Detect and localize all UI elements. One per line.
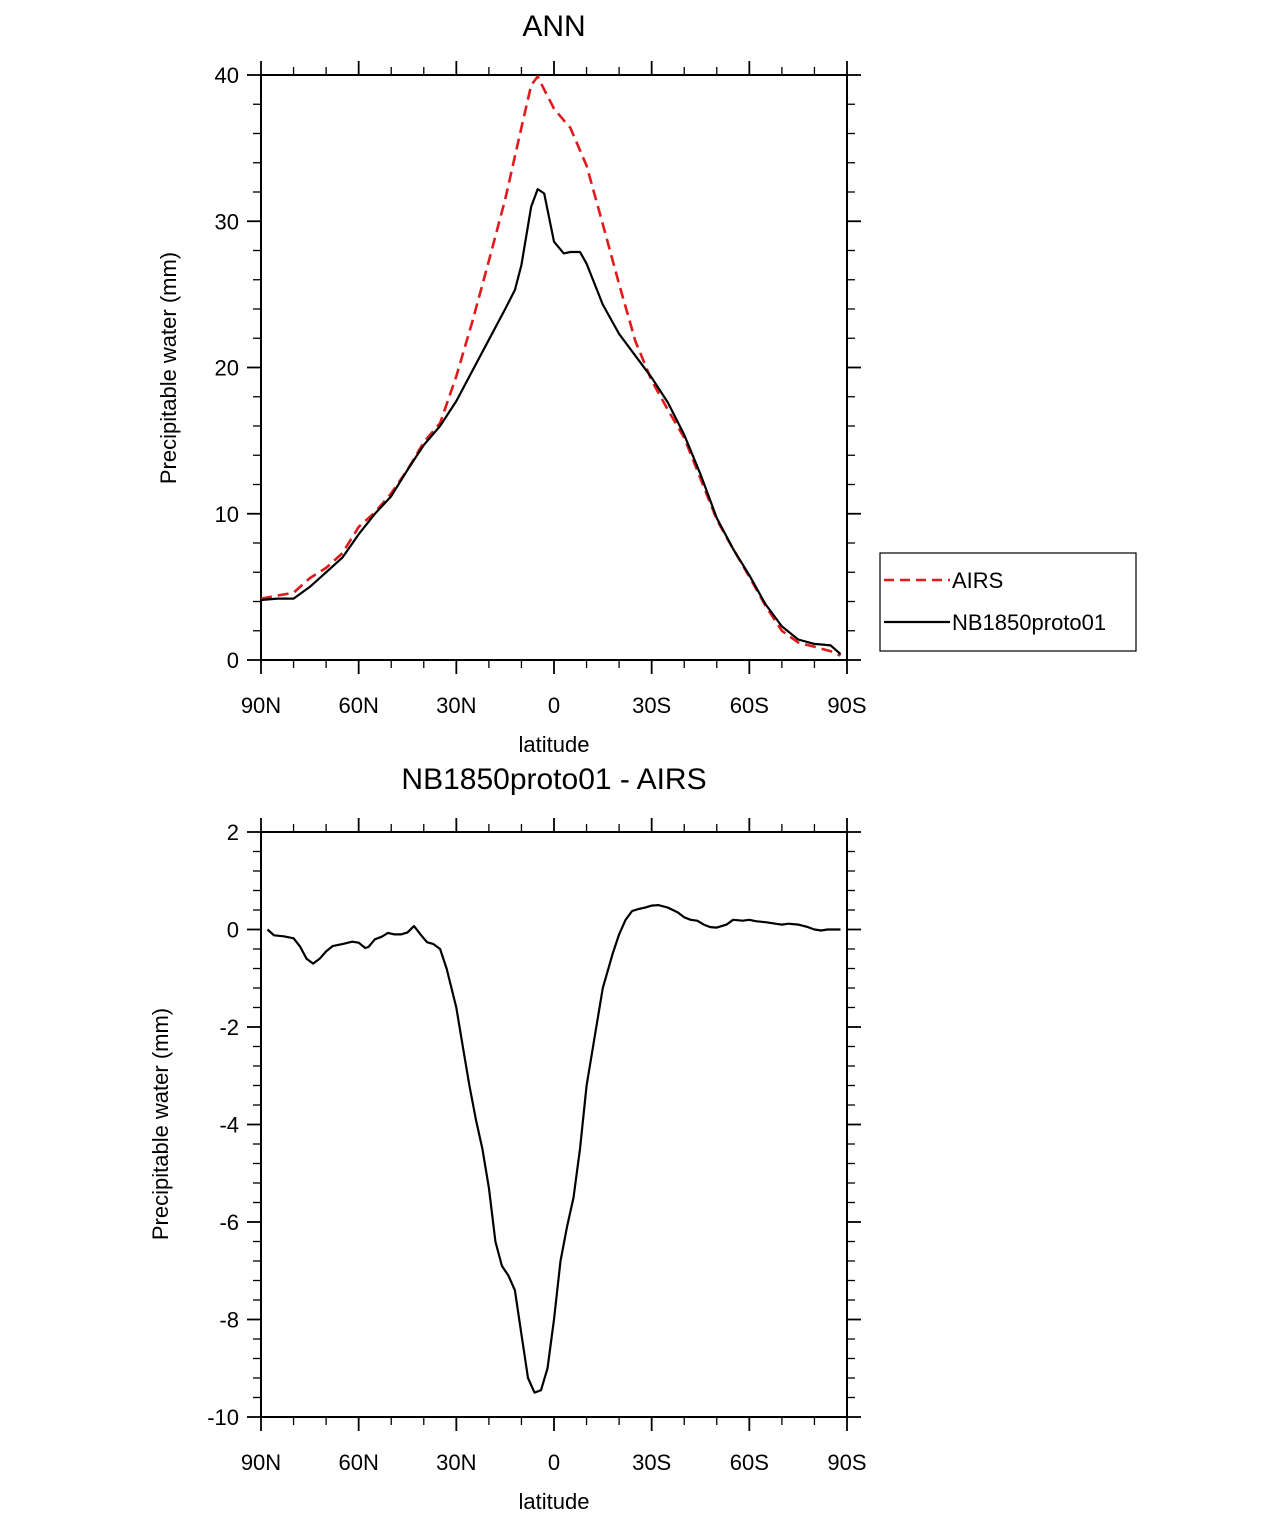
ytick-label: 2 (227, 820, 239, 845)
bottom-ticks (247, 818, 861, 1431)
legend-airs-label: AIRS (952, 568, 1003, 593)
ytick-label: 0 (227, 648, 239, 673)
xtick-label: 60N (338, 693, 378, 718)
top-ticks (247, 61, 861, 674)
xtick-label: 90S (827, 693, 866, 718)
bottom-plot-frame (260, 831, 848, 1418)
ytick-label: -4 (219, 1113, 239, 1138)
ytick-label: -10 (207, 1405, 239, 1430)
ytick-label: -2 (219, 1015, 239, 1040)
top-xtick-labels: 90N 60N 30N 0 30S 60S 90S (241, 693, 867, 718)
xtick-label: 60S (730, 693, 769, 718)
ytick-label: 30 (215, 209, 239, 234)
top-panel: ANN 0 10 20 30 40 90N 60N 30N 0 30S 60S 90S latitu… (156, 10, 1137, 757)
bottom-xtick-labels: 90N 60N 30N 0 30S 60S 90S (241, 1450, 867, 1475)
top-x-axis-label: latitude (519, 732, 590, 757)
top-y-axis-label: Precipitable water (mm) (156, 252, 181, 484)
ytick-label: -6 (219, 1210, 239, 1235)
xtick-label: 30N (436, 693, 476, 718)
xtick-label: 30N (436, 1450, 476, 1475)
xtick-label: 90N (241, 693, 281, 718)
series-line-nb1850proto01-airs (266, 903, 841, 1394)
top-plot-frame (260, 74, 848, 661)
xtick-label: 60S (730, 1450, 769, 1475)
legend-box (879, 552, 1137, 652)
bottom-y-axis-label: Precipitable water (mm) (148, 1008, 173, 1240)
bottom-chart-title: NB1850proto01 - AIRS (401, 763, 706, 796)
top-ytick-labels: 0 10 20 30 40 (215, 63, 239, 673)
bottom-series (266, 903, 841, 1394)
ytick-label: 20 (215, 356, 239, 381)
series-line-airs (260, 75, 842, 657)
xtick-label: 0 (548, 693, 560, 718)
bottom-ytick-labels: -10 -8 -6 -4 -2 0 2 (207, 820, 239, 1430)
xtick-label: 90S (827, 1450, 866, 1475)
ytick-label: -8 (219, 1308, 239, 1333)
top-chart-title: ANN (522, 10, 585, 43)
series-line-nb1850proto01 (260, 188, 842, 655)
ytick-label: 10 (215, 502, 239, 527)
bottom-x-axis-label: latitude (519, 1489, 590, 1514)
xtick-label: 0 (548, 1450, 560, 1475)
ytick-label: 40 (215, 63, 239, 88)
ytick-label: 0 (227, 918, 239, 943)
legend: AIRS NB1850proto01 (879, 552, 1137, 652)
xtick-label: 90N (241, 1450, 281, 1475)
xtick-label: 60N (338, 1450, 378, 1475)
xtick-label: 30S (632, 1450, 671, 1475)
legend-nb1850-label: NB1850proto01 (952, 610, 1106, 635)
top-series (260, 75, 842, 657)
bottom-panel: NB1850proto01 - AIRS -10 -8 -6 -4 -2 0 2 90N 60… (148, 763, 867, 1514)
xtick-label: 30S (632, 693, 671, 718)
